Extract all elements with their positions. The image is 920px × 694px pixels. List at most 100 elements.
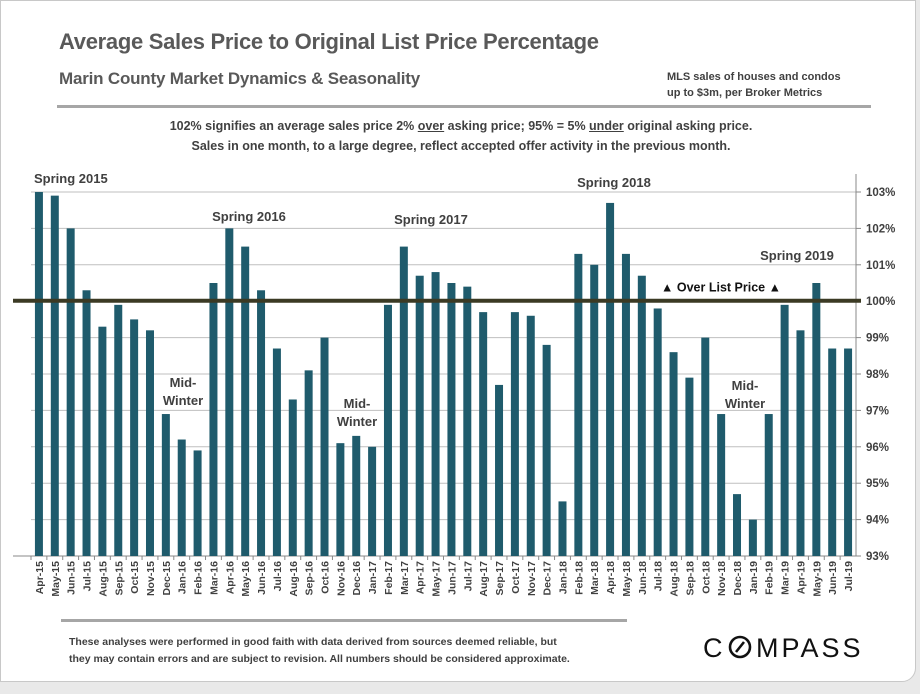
x-tick-label: Dec-15 xyxy=(161,561,173,596)
season-annotation: Spring 2017 xyxy=(394,212,468,227)
bar-Jun-17 xyxy=(447,283,456,556)
bar-May-19 xyxy=(812,283,821,556)
x-tick-label: Apr-16 xyxy=(224,561,236,594)
bar-Jul-16 xyxy=(272,348,281,556)
bar-Aug-17 xyxy=(479,312,488,556)
bar-Jan-16 xyxy=(177,439,186,556)
footer-divider xyxy=(61,619,627,622)
bar-Jan-18 xyxy=(558,501,567,556)
chart-card: Average Sales Price to Original List Pri… xyxy=(0,0,916,682)
x-tick-label: Jan-18 xyxy=(557,561,569,594)
bar-Oct-15 xyxy=(130,319,139,556)
x-tick-label: Oct-16 xyxy=(320,561,332,594)
y-tick-label: 99% xyxy=(866,333,889,345)
season-annotation: Mid- Winter xyxy=(725,378,765,411)
season-annotation: Spring 2019 xyxy=(760,248,834,263)
bar-Jun-18 xyxy=(637,275,646,556)
source-line-2: up to $3m, per Broker Metrics xyxy=(667,87,823,99)
x-tick-label: Oct-17 xyxy=(510,561,522,594)
bar-Jun-15 xyxy=(66,228,75,556)
x-tick-label: Sep-15 xyxy=(113,561,125,596)
explanation-notes: 102% signifies an average sales price 2%… xyxy=(61,116,861,156)
disclaimer-line-1: These analyses were performed in good fa… xyxy=(69,636,557,648)
x-tick-label: Feb-18 xyxy=(573,561,585,595)
bar-Mar-18 xyxy=(590,264,599,556)
x-tick-label: May-18 xyxy=(621,561,633,597)
note-line-1: 102% signifies an average sales price 2%… xyxy=(61,116,861,136)
season-annotation: Spring 2016 xyxy=(212,209,286,224)
bar-Jan-19 xyxy=(748,519,757,556)
x-tick-label: Aug-18 xyxy=(669,561,681,597)
x-tick-label: Feb-17 xyxy=(383,561,395,595)
bar-Sep-15 xyxy=(114,304,123,556)
bar-chart: 93% 94% 95% 96% 97% 98% 99% 100% 101% 102% 103% Apr… xyxy=(13,171,895,597)
x-tick-label: Mar-18 xyxy=(589,561,601,595)
x-tick-label: Apr-17 xyxy=(415,561,427,594)
bar-Nov-15 xyxy=(145,330,154,556)
y-tick-label: 102% xyxy=(866,223,895,235)
x-tick-label: Aug-15 xyxy=(97,561,109,597)
x-tick-label: Jul-18 xyxy=(653,561,665,592)
bar-Apr-18 xyxy=(606,202,615,557)
page-subtitle: Marin County Market Dynamics & Seasonali… xyxy=(59,69,420,88)
bar-Mar-19 xyxy=(780,304,789,556)
x-tick-label: Jan-19 xyxy=(748,561,760,594)
x-tick-label: Jun-15 xyxy=(66,561,78,595)
bar-May-15 xyxy=(50,195,59,556)
annotation-line: Mid- xyxy=(170,375,197,390)
bar-Feb-17 xyxy=(383,304,392,556)
y-tick-label: 98% xyxy=(866,369,889,381)
bar-Oct-17 xyxy=(510,312,519,556)
x-tick-label: Apr-19 xyxy=(795,561,807,594)
bar-May-17 xyxy=(431,272,440,556)
bar-Apr-19 xyxy=(796,330,805,556)
x-tick-label: Jul-16 xyxy=(272,561,284,592)
bar-Jul-15 xyxy=(82,290,91,556)
x-tick-label: Apr-15 xyxy=(34,561,46,594)
x-tick-label: Nov-15 xyxy=(145,561,157,596)
x-tick-label: Jan-17 xyxy=(367,561,379,594)
disclaimer: These analyses were performed in good fa… xyxy=(69,634,570,668)
bar-Aug-18 xyxy=(669,352,678,556)
x-tick-label: Nov-16 xyxy=(335,561,347,596)
bar-Jul-19 xyxy=(844,348,853,556)
page-title: Average Sales Price to Original List Pri… xyxy=(59,29,599,54)
x-tick-label: Feb-19 xyxy=(764,561,776,595)
bar-May-16 xyxy=(241,246,250,556)
annotation-line: Spring 2017 xyxy=(394,212,468,227)
note-under: under xyxy=(589,119,624,133)
annotation-line: Mid- xyxy=(732,378,759,393)
y-tick-label: 93% xyxy=(866,551,889,563)
bar-Oct-16 xyxy=(320,337,329,556)
x-tick-label: Dec-16 xyxy=(351,561,363,596)
x-tick-label: Jul-17 xyxy=(462,561,474,592)
x-tick-label: Oct-18 xyxy=(700,561,712,594)
note-text: original asking price. xyxy=(623,119,753,133)
y-tick-label: 96% xyxy=(866,442,889,454)
note-over: over xyxy=(417,119,445,133)
bar-Sep-18 xyxy=(685,377,694,556)
x-tick-label: Mar-16 xyxy=(208,561,220,595)
bar-Sep-17 xyxy=(495,384,504,556)
y-tick-label: 94% xyxy=(866,515,889,527)
season-annotation: Mid- Winter xyxy=(337,396,377,429)
x-tick-label: Nov-18 xyxy=(716,561,728,596)
x-tick-label: Aug-17 xyxy=(478,561,490,597)
bar-Apr-17 xyxy=(415,275,424,556)
bar-Apr-15 xyxy=(34,192,43,556)
x-tick-label: Jun-18 xyxy=(637,561,649,595)
source-line-1: MLS sales of houses and condos xyxy=(667,71,841,83)
x-tick-label: Aug-16 xyxy=(288,561,300,597)
bar-Oct-18 xyxy=(701,337,710,556)
x-tick-label: May-16 xyxy=(240,561,252,597)
bar-Nov-17 xyxy=(526,315,535,556)
bar-Jun-16 xyxy=(257,290,266,556)
y-tick-label: 101% xyxy=(866,260,895,272)
annotation-line: Spring 2019 xyxy=(760,248,834,263)
season-annotation: Spring 2015 xyxy=(34,171,108,186)
annotation-line: Spring 2015 xyxy=(34,171,108,186)
bar-Feb-19 xyxy=(764,414,773,556)
x-tick-label: Jun-16 xyxy=(256,561,268,595)
x-tick-label: Sep-17 xyxy=(494,561,506,596)
bar-Apr-16 xyxy=(225,228,234,556)
